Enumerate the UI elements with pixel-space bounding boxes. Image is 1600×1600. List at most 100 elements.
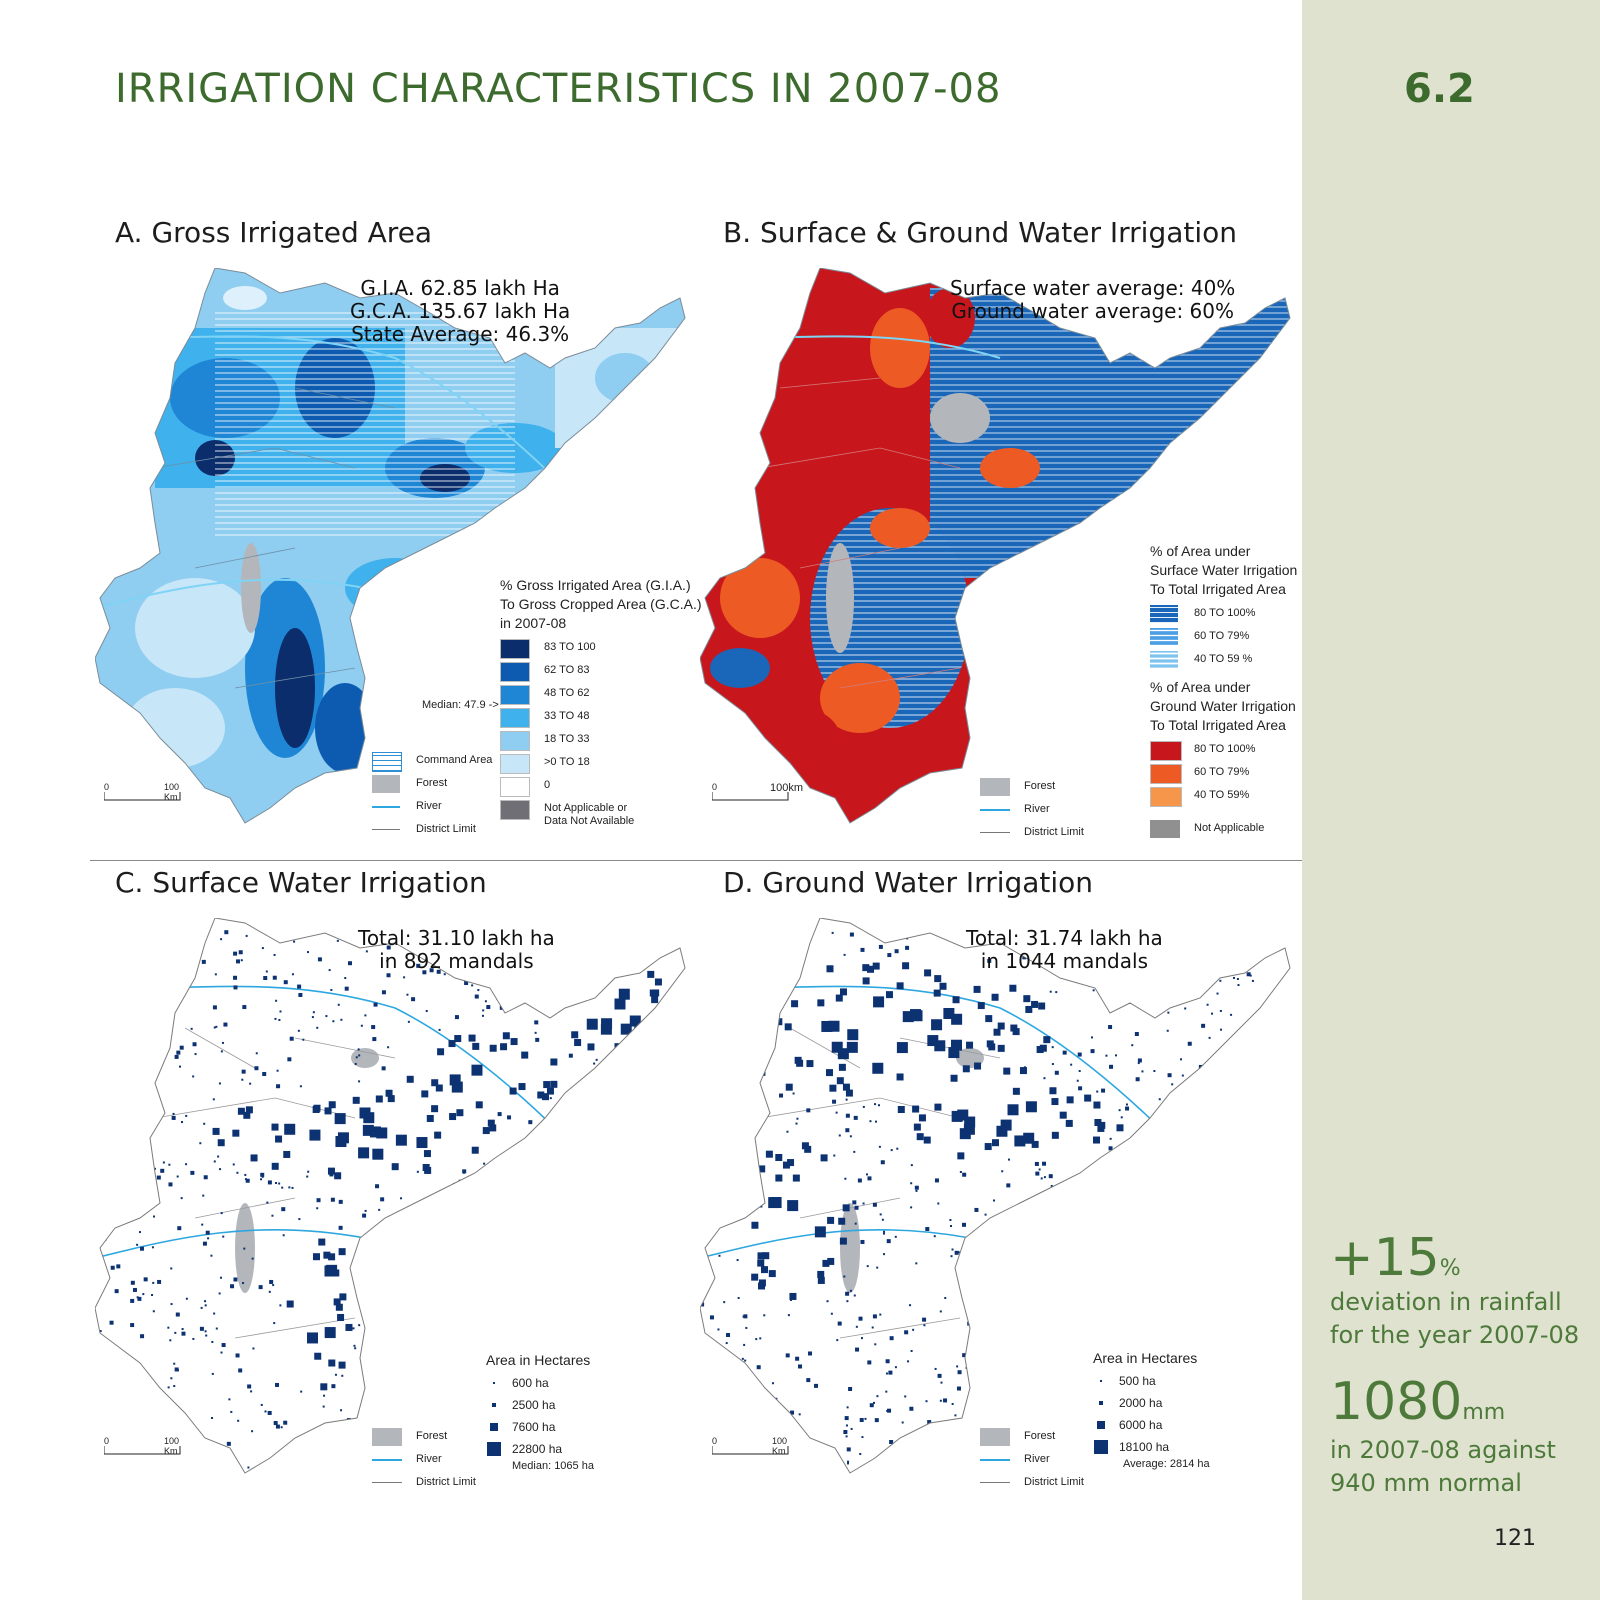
mandal-symbol bbox=[864, 1417, 867, 1420]
mandal-symbol bbox=[130, 1432, 135, 1437]
mandal-symbol bbox=[1292, 1166, 1296, 1170]
mandal-symbol bbox=[1063, 1304, 1066, 1307]
mandal-symbol bbox=[795, 1356, 800, 1361]
legend-title-line: % Gross Irrigated Area (G.I.A.) bbox=[500, 577, 691, 593]
mandal-symbol bbox=[203, 1175, 208, 1180]
mandal-symbol bbox=[1070, 1063, 1073, 1066]
mandal-symbol bbox=[915, 1262, 918, 1265]
mandal-symbol bbox=[273, 1421, 278, 1426]
mandal-symbol bbox=[386, 945, 391, 950]
mandal-symbol bbox=[675, 1055, 680, 1060]
scale-end: 100 Km bbox=[772, 1436, 788, 1456]
mandal-symbol bbox=[845, 1424, 848, 1427]
mandal-symbol bbox=[1233, 1157, 1238, 1162]
legend-square-symbol bbox=[486, 1441, 516, 1457]
legend-row: 18 TO 33 bbox=[500, 729, 702, 752]
mandal-symbol bbox=[217, 1139, 225, 1147]
mandal-symbol bbox=[299, 1467, 302, 1470]
mandal-symbol bbox=[1167, 1011, 1170, 1014]
mandal-symbol bbox=[804, 1145, 812, 1153]
mandal-symbol bbox=[962, 1065, 970, 1073]
mandal-symbol bbox=[1184, 1007, 1187, 1010]
mandal-symbol bbox=[1260, 1263, 1263, 1266]
mandal-symbol bbox=[1153, 1070, 1156, 1073]
mandal-symbol bbox=[593, 1062, 596, 1065]
mandal-symbol bbox=[690, 960, 694, 964]
mandal-symbol bbox=[542, 1322, 547, 1327]
mandal-symbol bbox=[885, 1469, 890, 1473]
mandal-symbol bbox=[140, 992, 145, 997]
legend-row: 0 bbox=[500, 775, 702, 798]
mandal-symbol bbox=[522, 1210, 525, 1213]
mandal-symbol bbox=[997, 1022, 1005, 1030]
mandal-symbol bbox=[155, 1468, 158, 1471]
mandal-symbol bbox=[769, 1458, 772, 1461]
mandal-symbol bbox=[1187, 1177, 1192, 1182]
mandal-symbol bbox=[671, 1216, 676, 1221]
mandal-symbol bbox=[397, 1463, 400, 1466]
mandal-symbol bbox=[1109, 1178, 1112, 1181]
mandal-symbol bbox=[861, 1436, 864, 1439]
mandal-symbol bbox=[843, 953, 846, 956]
mandal-symbol bbox=[280, 1426, 283, 1429]
mandal-symbol bbox=[835, 1111, 838, 1114]
mandal-symbol bbox=[276, 1069, 279, 1072]
mandal-symbol bbox=[1034, 1161, 1039, 1166]
mandal-symbol bbox=[99, 1430, 102, 1433]
mandal-symbol bbox=[1125, 1103, 1128, 1106]
mandal-symbol bbox=[223, 1022, 228, 1027]
mandal-symbol bbox=[619, 1115, 624, 1120]
mandal-symbol bbox=[641, 1347, 644, 1350]
mandal-symbol bbox=[105, 1066, 108, 1069]
mandal-symbol bbox=[784, 1023, 792, 1031]
key-forest: Forest bbox=[416, 777, 448, 789]
mandal-symbol bbox=[951, 1039, 963, 1051]
mandal-symbol bbox=[560, 1237, 565, 1242]
mandal-symbol bbox=[128, 925, 133, 930]
legend-label: 22800 ha bbox=[512, 1442, 563, 1456]
mandal-symbol bbox=[194, 1053, 197, 1056]
mandal-symbol bbox=[407, 1340, 410, 1343]
mandal-symbol bbox=[353, 1344, 356, 1347]
mandal-symbol bbox=[175, 1312, 180, 1317]
surface-total: Total: 31.10 lakh ha bbox=[358, 926, 555, 950]
mandal-symbol bbox=[406, 1075, 414, 1083]
mandal-symbol bbox=[1207, 1235, 1210, 1238]
mandal-symbol bbox=[1040, 1177, 1043, 1180]
mandal-symbol bbox=[786, 1130, 789, 1133]
panel-a-legend: % Gross Irrigated Area (G.I.A.) To Gross… bbox=[500, 576, 702, 834]
mandal-symbol bbox=[417, 1322, 420, 1325]
mandal-symbol bbox=[811, 1464, 814, 1467]
mandal-symbol bbox=[364, 1014, 367, 1017]
mandal-symbol bbox=[1220, 1423, 1225, 1428]
mandal-symbol bbox=[1038, 1168, 1041, 1171]
panel-b-annotation: Surface water average: 40% Ground water … bbox=[950, 277, 1235, 323]
mandal-symbol bbox=[1031, 1000, 1039, 1008]
mandal-symbol bbox=[1107, 920, 1110, 923]
mandal-symbol bbox=[939, 1399, 942, 1402]
mandal-symbol bbox=[501, 1204, 504, 1207]
mandal-symbol bbox=[436, 969, 441, 974]
mandal-symbol bbox=[1105, 1054, 1108, 1057]
mandal-symbol bbox=[641, 1231, 644, 1234]
mandal-symbol bbox=[890, 1149, 893, 1152]
mandal-symbol bbox=[261, 1175, 264, 1178]
mandal-symbol bbox=[1125, 1304, 1128, 1307]
mandal-symbol bbox=[894, 1235, 897, 1238]
mandal-symbol bbox=[1262, 1239, 1265, 1242]
mandal-symbol bbox=[896, 982, 904, 990]
mandal-symbol bbox=[1234, 1056, 1237, 1059]
mandal-symbol bbox=[927, 1035, 939, 1047]
mandal-symbol bbox=[99, 1330, 102, 1333]
mandal-symbol bbox=[1232, 976, 1235, 979]
mandal-symbol bbox=[1226, 1299, 1231, 1304]
mandal-symbol bbox=[1049, 990, 1052, 993]
mandal-symbol bbox=[201, 959, 206, 964]
mandal-symbol bbox=[1280, 1282, 1283, 1285]
mandal-symbol bbox=[830, 1312, 833, 1315]
mandal-symbol bbox=[1008, 1281, 1011, 1284]
mandal-symbol bbox=[309, 1129, 321, 1141]
mandal-symbol bbox=[233, 951, 238, 956]
mandal-symbol bbox=[766, 1463, 769, 1466]
mandal-symbol bbox=[1146, 1005, 1149, 1008]
